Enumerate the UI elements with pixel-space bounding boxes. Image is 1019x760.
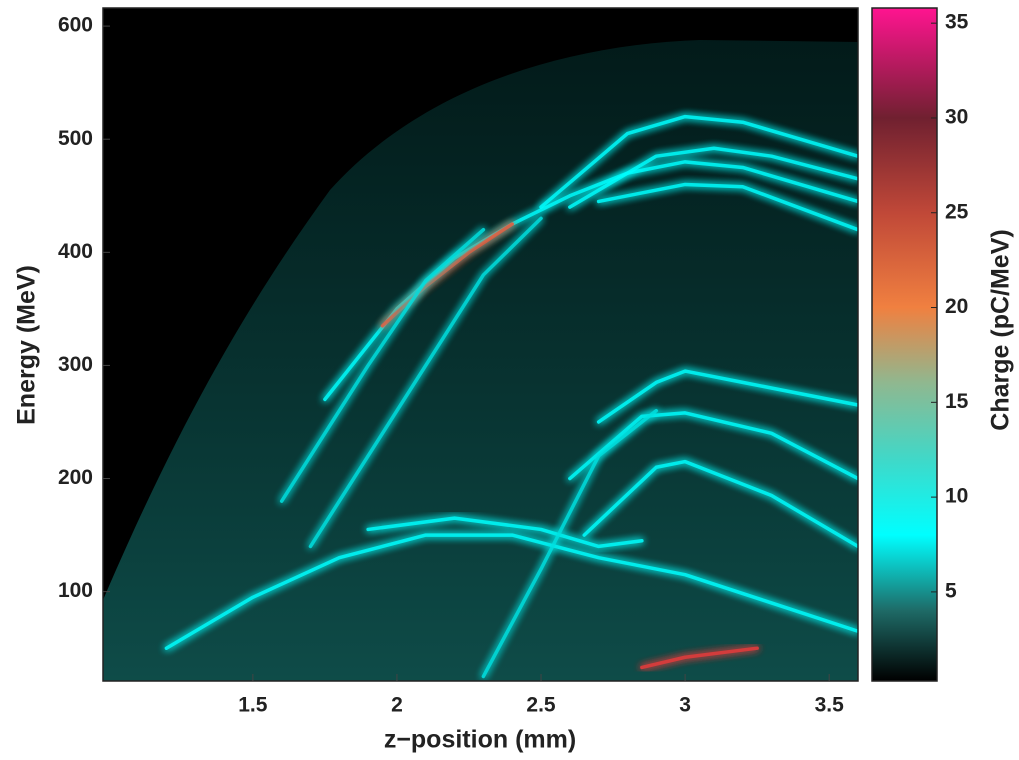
trace xyxy=(568,411,858,481)
y-axis-label: Energy (MeV) xyxy=(13,265,41,425)
x-tick-label: 3.5 xyxy=(815,694,845,717)
x-tick-label: 2.5 xyxy=(526,694,556,717)
y-tick-label: 400 xyxy=(58,240,93,263)
charge-envelope xyxy=(103,40,858,681)
y-tick-label: 200 xyxy=(58,466,93,489)
trace xyxy=(308,216,543,549)
trace xyxy=(640,646,759,670)
trace xyxy=(582,459,858,549)
trace xyxy=(596,182,858,232)
plot-layer xyxy=(103,40,858,681)
x-tick-label: 1.5 xyxy=(238,694,268,717)
x-tick-label: 3 xyxy=(679,694,691,717)
trace xyxy=(366,516,644,549)
plot-frame xyxy=(102,7,859,682)
colorbar-tick-label: 5 xyxy=(945,579,957,602)
trace xyxy=(568,146,858,209)
trace xyxy=(481,408,659,679)
colorbar-label: Charge (pC/MeV) xyxy=(987,229,1015,430)
x-axis-label: z−position (mm) xyxy=(384,726,576,754)
colorbar-tick-label: 35 xyxy=(945,11,969,34)
colorbar-tick-label: 20 xyxy=(945,295,968,318)
trace xyxy=(164,533,858,650)
y-tick-label: 100 xyxy=(58,579,93,602)
colorbar-tick-label: 25 xyxy=(945,200,969,223)
trace xyxy=(539,114,858,209)
x-tick-label: 2 xyxy=(391,694,403,717)
trace xyxy=(596,369,858,424)
trace xyxy=(380,222,514,328)
y-tick-label: 500 xyxy=(58,127,93,150)
colorbar-tick-label: 15 xyxy=(945,390,969,413)
colorbar-tick-label: 10 xyxy=(945,485,968,508)
colorbar-tick-label: 30 xyxy=(945,106,968,129)
trace xyxy=(279,227,486,503)
y-tick-label: 600 xyxy=(58,14,93,37)
y-tick-label: 300 xyxy=(58,353,93,376)
colorbar xyxy=(871,7,938,682)
